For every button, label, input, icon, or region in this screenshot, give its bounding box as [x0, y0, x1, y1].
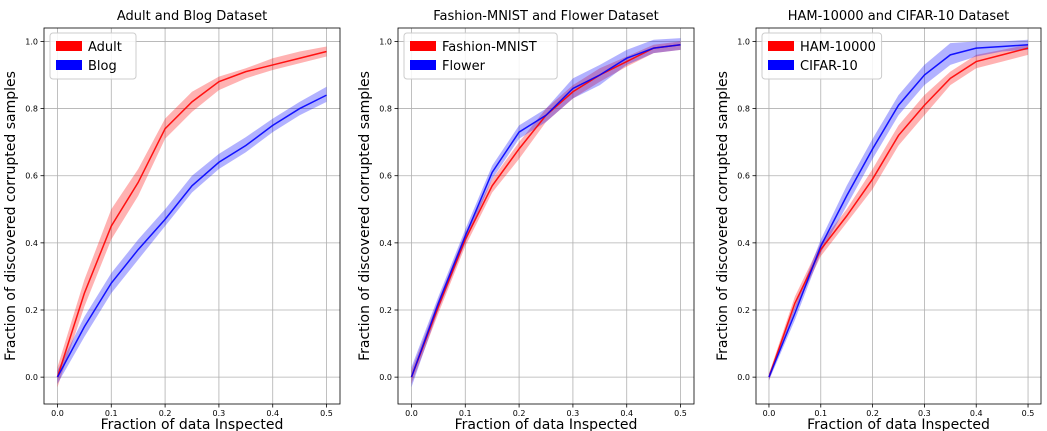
x-tick-label: 0.1 [105, 409, 118, 418]
x-tick-label: 0.5 [1022, 409, 1035, 418]
y-axis-label: Fraction of discovered corrupted samples [357, 71, 373, 361]
chart-panel-1: 0.0 0.1 0.2 0.3 0.4 0.5 0.0 0.2 0.4 0.6 0.8 1.0 Adul… [3, 9, 341, 431]
legend: HAM-10000 CIFAR-10 [761, 32, 883, 80]
legend-swatch-adult [56, 41, 82, 51]
x-tick-label: 0.4 [970, 409, 983, 418]
confidence-band-cifar-10 [768, 39, 1029, 381]
x-tick-label: 0.3 [918, 409, 931, 418]
x-tick-label: 0.2 [159, 409, 172, 418]
x-tick-label: 0.2 [513, 409, 526, 418]
confidence-band-flower [411, 38, 681, 388]
x-tick-label: 0.0 [51, 409, 64, 418]
legend-label-flower: Flower [442, 59, 486, 74]
series-line-fashion-mnist [410, 44, 681, 378]
y-tick-label: 0.2 [737, 306, 750, 315]
plot-area-frame [397, 27, 695, 405]
series-line-cifar-10 [768, 44, 1029, 378]
x-tick-label: 0.1 [459, 409, 472, 418]
plot-area-frame [43, 27, 341, 405]
y-tick-label: 0.4 [379, 239, 392, 248]
y-axis-label: Fraction of discovered corrupted samples [3, 71, 19, 361]
y-tick-label: 1.0 [25, 37, 38, 46]
x-tick-label: 0.5 [320, 409, 333, 418]
legend-label-fashion-mnist: Fashion-MNIST [442, 40, 537, 55]
legend-swatch-ham-10000 [768, 41, 794, 51]
legend-label-cifar-10: CIFAR-10 [800, 59, 858, 74]
x-tick-label: 0.4 [620, 409, 633, 418]
x-tick-label: 0.5 [674, 409, 687, 418]
y-axis-label: Fraction of discovered corrupted samples [715, 71, 731, 361]
x-axis-label: Fraction of data Inspected [101, 417, 284, 431]
chart-panel-2: 0.0 0.1 0.2 0.3 0.4 0.5 0.0 0.2 0.4 0.6 0.8 1.0 Fash… [357, 9, 695, 431]
series-line-adult [56, 50, 327, 378]
legend-label-ham-10000: HAM-10000 [800, 40, 876, 55]
y-tick-label: 0.8 [379, 105, 392, 114]
legend-swatch-blog [56, 60, 82, 70]
y-tick-label: 1.0 [737, 37, 750, 46]
series-line-flower [410, 44, 681, 378]
legend-label-adult: Adult [88, 40, 122, 55]
x-axis-label: Fraction of data Inspected [455, 417, 638, 431]
series-line-blog [56, 94, 327, 378]
x-tick-label: 0.4 [266, 409, 279, 418]
legend-swatch-flower [410, 60, 436, 70]
y-tick-label: 0.0 [25, 373, 38, 382]
y-tick-label: 0.0 [379, 373, 392, 382]
confidence-band-adult [57, 46, 327, 388]
y-tick-label: 0.8 [25, 105, 38, 114]
legend: Fashion-MNIST Flower [403, 32, 558, 80]
y-tick-label: 0.2 [25, 306, 38, 315]
y-tick-label: 0.4 [25, 239, 38, 248]
x-tick-label: 0.3 [567, 409, 580, 418]
y-tick-label: 0.2 [379, 306, 392, 315]
x-tick-label: 0.0 [405, 409, 418, 418]
y-tick-label: 0.4 [737, 239, 750, 248]
y-tick-label: 0.0 [737, 373, 750, 382]
legend: Adult Blog [49, 32, 137, 80]
y-tick-label: 1.0 [379, 37, 392, 46]
x-tick-label: 0.2 [866, 409, 879, 418]
x-axis-label: Fraction of data Inspected [807, 417, 990, 431]
y-tick-label: 0.6 [25, 172, 38, 181]
x-tick-label: 0.0 [763, 409, 776, 418]
legend-box [403, 32, 558, 80]
chart-title: Fashion-MNIST and Flower Dataset [433, 9, 659, 24]
chart-title: Adult and Blog Dataset [117, 9, 267, 24]
y-tick-label: 0.8 [737, 105, 750, 114]
confidence-band-blog [57, 86, 327, 384]
chart-panel-3: 0.0 0.1 0.2 0.3 0.4 0.5 0.0 0.2 0.4 0.6 0.8 1.0 HAM-… [715, 9, 1042, 431]
confidence-band-fashion-mnist [411, 41, 681, 384]
x-tick-label: 0.1 [814, 409, 827, 418]
y-tick-label: 0.6 [379, 172, 392, 181]
x-tick-label: 0.3 [213, 409, 226, 418]
legend-label-blog: Blog [88, 59, 117, 74]
plot-area-frame [755, 27, 1042, 405]
y-tick-label: 0.6 [737, 172, 750, 181]
legend-swatch-cifar-10 [768, 60, 794, 70]
chart-title: HAM-10000 and CIFAR-10 Dataset [788, 9, 1010, 24]
legend-swatch-fashion-mnist [410, 41, 436, 51]
